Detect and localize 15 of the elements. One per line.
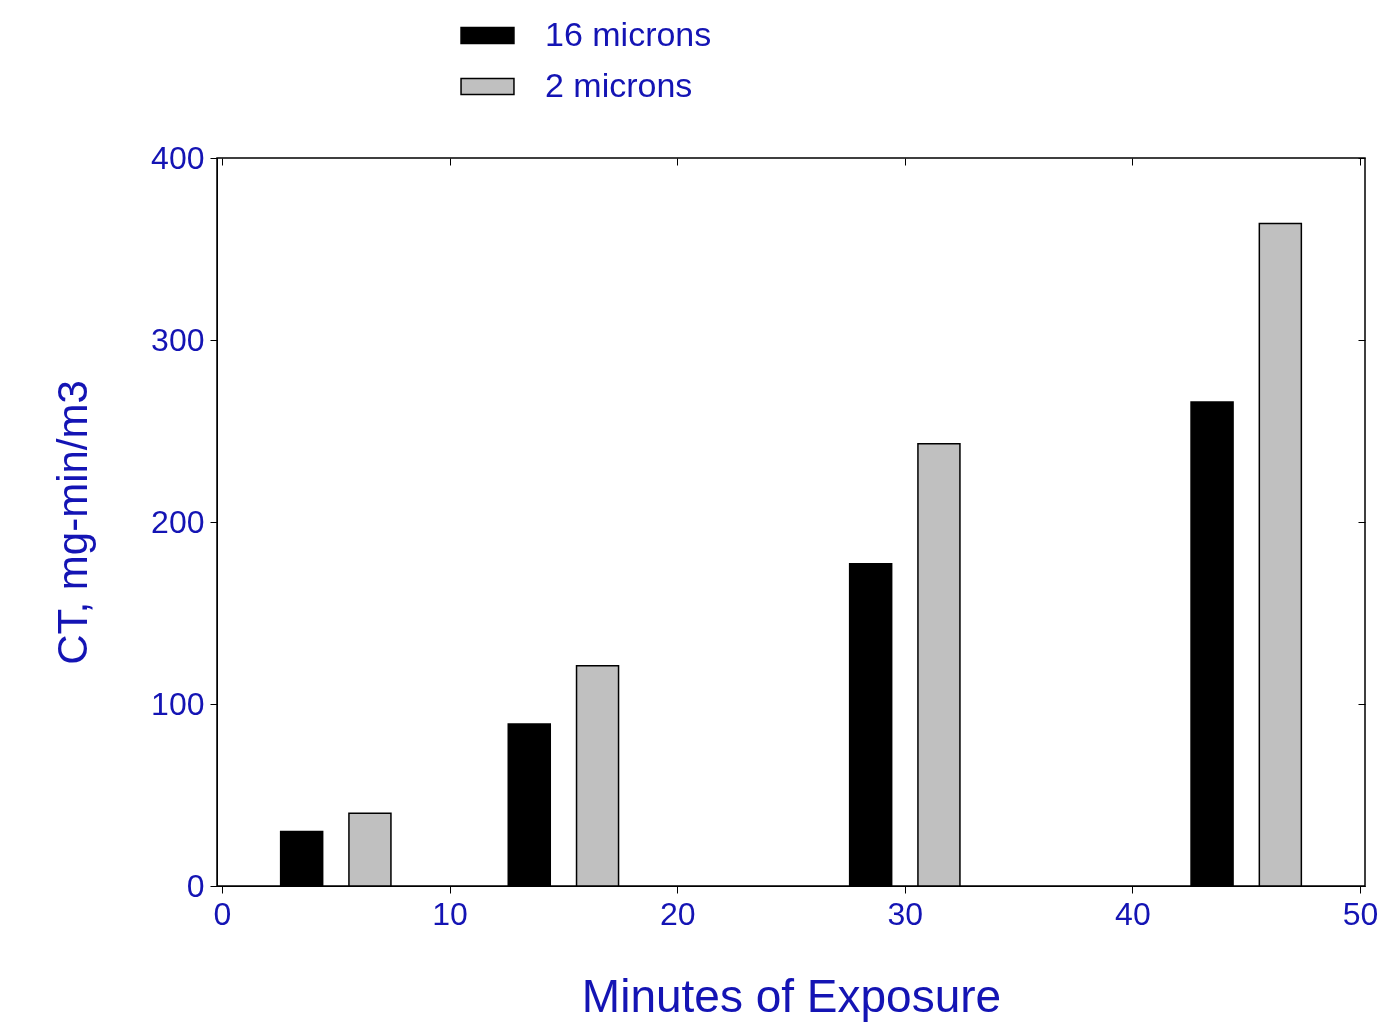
y-tick-label: 100 — [151, 685, 205, 722]
y-tick-label: 300 — [151, 321, 205, 358]
x-tick-label: 30 — [887, 895, 924, 932]
x-tick-label: 50 — [1342, 895, 1379, 932]
x-tick-label: 20 — [659, 895, 696, 932]
y-tick-label: 0 — [186, 867, 205, 904]
x-tick-label: 0 — [213, 895, 232, 932]
y-tick-label: 400 — [151, 139, 205, 176]
x-tick-label: 40 — [1115, 895, 1151, 932]
x-axis-title: Minutes of Exposure — [581, 969, 1002, 1022]
x-tick-label: 10 — [432, 895, 468, 932]
y-tick-label: 200 — [151, 503, 205, 540]
legend-label: 2 microns — [545, 65, 693, 104]
legend-label: 16 microns — [545, 14, 712, 53]
y-axis-title: CT, mg-min/m3 — [49, 380, 97, 665]
